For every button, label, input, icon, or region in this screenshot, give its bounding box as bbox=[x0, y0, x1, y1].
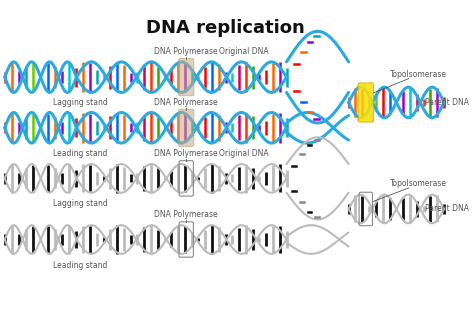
FancyBboxPatch shape bbox=[179, 109, 194, 146]
Text: Lagging stand: Lagging stand bbox=[53, 199, 107, 209]
Text: Leading stand: Leading stand bbox=[53, 149, 107, 158]
Text: DNA Polymerase: DNA Polymerase bbox=[154, 211, 218, 219]
Text: Parent DNA: Parent DNA bbox=[425, 205, 469, 213]
Text: DNA replication: DNA replication bbox=[147, 19, 305, 37]
Text: Parent DNA: Parent DNA bbox=[425, 98, 469, 107]
FancyBboxPatch shape bbox=[179, 59, 194, 96]
Text: DNA Polymerase: DNA Polymerase bbox=[154, 47, 218, 56]
Text: Topolsomerase: Topolsomerase bbox=[390, 179, 447, 188]
Text: Leading stand: Leading stand bbox=[53, 260, 107, 269]
Text: Lagging stand: Lagging stand bbox=[53, 98, 107, 107]
Text: Topolsomerase: Topolsomerase bbox=[390, 70, 447, 78]
Text: DNA Polymerase: DNA Polymerase bbox=[154, 98, 218, 107]
Text: Original DNA: Original DNA bbox=[219, 149, 268, 158]
FancyBboxPatch shape bbox=[358, 83, 373, 122]
Text: DNA Polymerase: DNA Polymerase bbox=[154, 149, 218, 158]
Text: Original DNA: Original DNA bbox=[219, 47, 268, 56]
